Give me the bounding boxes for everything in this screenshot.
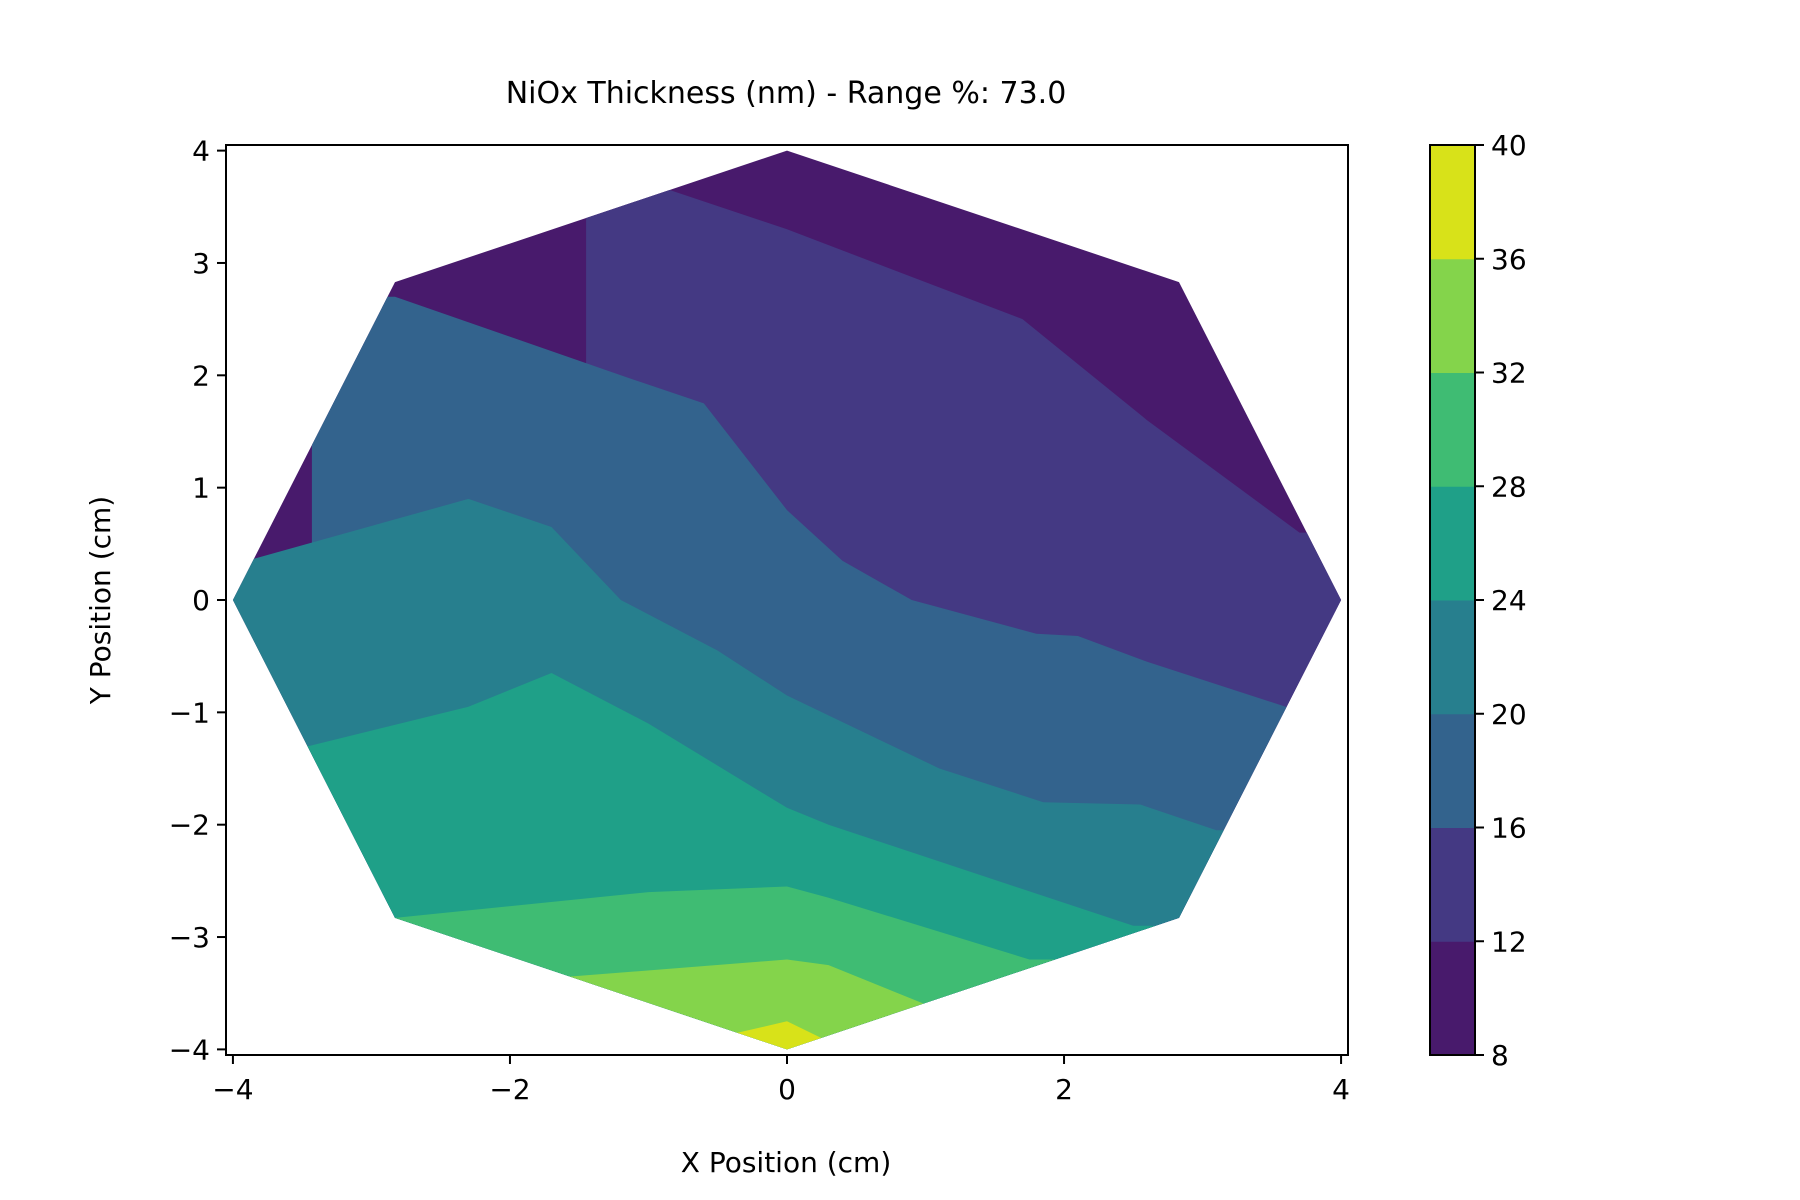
colorbar-segment [1430, 600, 1475, 715]
x-axis-ticks: −4 −2 0 2 4 [212, 1055, 1350, 1106]
x-tick-label: 2 [1055, 1073, 1073, 1106]
x-tick-label: −4 [212, 1073, 253, 1106]
y-tick-label: −1 [169, 696, 210, 729]
colorbar-tick-label: 28 [1491, 470, 1527, 503]
x-tick-label: 4 [1332, 1073, 1350, 1106]
x-tick-label: 0 [778, 1073, 796, 1106]
y-tick-label: −4 [169, 1033, 210, 1066]
colorbar-tick-label: 8 [1491, 1039, 1509, 1072]
y-tick-label: 0 [192, 584, 210, 617]
y-tick-label: 3 [192, 247, 210, 280]
colorbar-tick-label: 36 [1491, 243, 1527, 276]
y-tick-label: −2 [169, 809, 210, 842]
colorbar-segment [1430, 713, 1475, 828]
x-tick-label: −2 [489, 1073, 530, 1106]
colorbar-segment [1430, 258, 1475, 373]
y-tick-label: 4 [192, 135, 210, 168]
colorbar-tick-label: 40 [1491, 129, 1527, 162]
colorbar-segment [1430, 372, 1475, 487]
colorbar-tick-label: 12 [1491, 925, 1527, 958]
colorbar-segment [1430, 145, 1475, 260]
colorbar-tick-label: 20 [1491, 698, 1527, 731]
chart-title: NiOx Thickness (nm) - Range %: 73.0 [506, 76, 1067, 111]
colorbar-segment [1430, 827, 1475, 942]
y-axis-ticks: 4 3 2 1 0 −1 −2 −3 −4 [169, 135, 226, 1066]
y-tick-label: −3 [169, 921, 210, 954]
y-tick-label: 2 [192, 359, 210, 392]
colorbar-segment [1430, 941, 1475, 1056]
colorbar-tick-label: 24 [1491, 584, 1527, 617]
plot-frame [225, 144, 1349, 1056]
colorbar: 8 12 16 20 24 28 32 36 40 [1429, 129, 1527, 1072]
contour-fill [232, 150, 1342, 1050]
y-axis-label: Y Position (cm) [84, 496, 117, 705]
colorbar-tick-label: 16 [1491, 812, 1527, 845]
colorbar-segment [1430, 486, 1475, 601]
y-tick-label: 1 [192, 472, 210, 505]
colorbar-tick-label: 32 [1491, 357, 1527, 390]
x-axis-label: X Position (cm) [681, 1146, 892, 1179]
